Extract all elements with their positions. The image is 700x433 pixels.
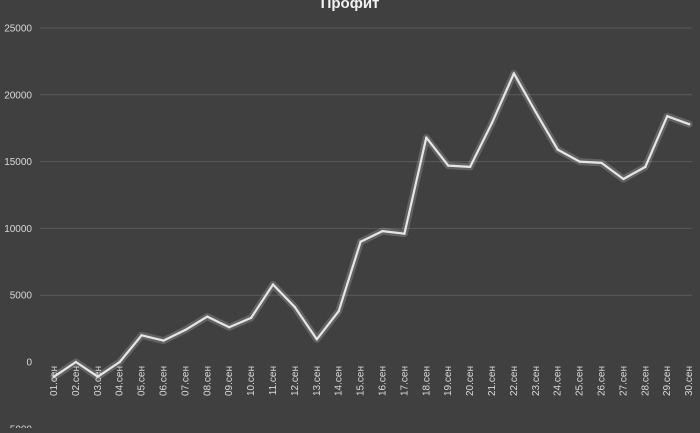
x-tick-label: 05.сен: [137, 366, 148, 396]
data-point: [74, 360, 78, 364]
data-point: [622, 177, 625, 181]
data-point: [512, 72, 516, 75]
x-tick-label: 29.сен: [662, 366, 673, 396]
data-point: [162, 339, 165, 342]
x-axis-tick-labels: 01.сен 02.сен 03.сен 04.сен 05.сен 06.сен 07.с…: [49, 366, 695, 396]
data-point: [381, 229, 384, 233]
data-point: [96, 375, 100, 378]
chart-title: Профит: [321, 0, 380, 12]
data-point: [556, 148, 559, 151]
x-tick-label: 21.сен: [487, 366, 498, 396]
x-tick-label: 03.сен: [93, 366, 104, 396]
x-tick-label: 20.сен: [465, 366, 476, 396]
y-tick-label: 0: [26, 358, 32, 369]
data-point: [578, 160, 581, 163]
x-tick-label: 27.сен: [618, 366, 629, 396]
data-point: [271, 283, 275, 286]
y-tick-label: 15000: [4, 157, 32, 168]
y-tick-label: 20000: [4, 90, 32, 101]
x-tick-label: 02.сен: [71, 366, 82, 396]
data-point: [666, 114, 669, 118]
data-point: [184, 328, 187, 332]
y-axis-tick-labels: -5000 0 5000 10000 15000 20000 25000: [4, 24, 33, 433]
data-point: [140, 334, 143, 337]
x-tick-label: 12.сен: [290, 366, 301, 396]
x-tick-label: 30.сен: [684, 366, 695, 396]
data-point: [425, 136, 428, 139]
data-point: [337, 310, 340, 313]
y-tick-label: 5000: [10, 291, 33, 302]
series-profit: [50, 69, 693, 381]
x-tick-label: 17.сен: [399, 366, 410, 396]
x-tick-label: 13.сен: [312, 366, 323, 396]
x-tick-label: 04.сен: [115, 366, 126, 396]
data-point: [534, 110, 537, 114]
data-point: [600, 161, 603, 165]
x-tick-label: 19.сен: [443, 366, 454, 396]
data-point: [447, 164, 450, 167]
gridlines: [40, 27, 692, 296]
data-point: [490, 121, 494, 125]
x-tick-label: 28.сен: [640, 366, 651, 396]
data-point: [687, 122, 691, 126]
x-tick-label: 08.сен: [202, 366, 213, 396]
x-tick-label: 14.сен: [334, 366, 345, 396]
data-point: [359, 240, 362, 243]
series-line-glow: [50, 69, 693, 381]
x-tick-label: 09.сен: [224, 366, 235, 396]
x-tick-label: 15.сен: [356, 366, 367, 396]
x-tick-label: 23.сен: [531, 366, 542, 396]
x-tick-label: 18.сен: [421, 366, 432, 396]
data-point: [468, 165, 472, 169]
y-tick-label: 10000: [4, 224, 32, 235]
data-point: [228, 326, 231, 329]
data-point: [644, 165, 647, 169]
x-tick-label: 25.сен: [575, 366, 586, 396]
data-point: [293, 306, 297, 309]
series-line: [52, 72, 691, 378]
x-tick-label: 10.сен: [246, 366, 257, 396]
data-point: [249, 316, 253, 320]
data-point: [52, 375, 56, 378]
x-tick-label: 01.сен: [49, 366, 60, 396]
y-tick-label: -5000: [6, 424, 32, 428]
x-tick-label: 24.сен: [553, 366, 564, 396]
x-tick-label: 11.сен: [268, 366, 279, 395]
x-tick-label: 22.сен: [509, 366, 520, 396]
x-tick-label: 07.сен: [180, 366, 191, 396]
data-point: [315, 338, 318, 341]
x-tick-label: 26.сен: [597, 366, 608, 396]
x-tick-label: 16.сен: [378, 366, 389, 396]
data-point: [403, 232, 406, 235]
x-tick-label: 06.сен: [159, 366, 170, 396]
data-point: [118, 360, 121, 364]
data-point: [206, 315, 209, 318]
y-tick-label: 25000: [4, 24, 32, 35]
